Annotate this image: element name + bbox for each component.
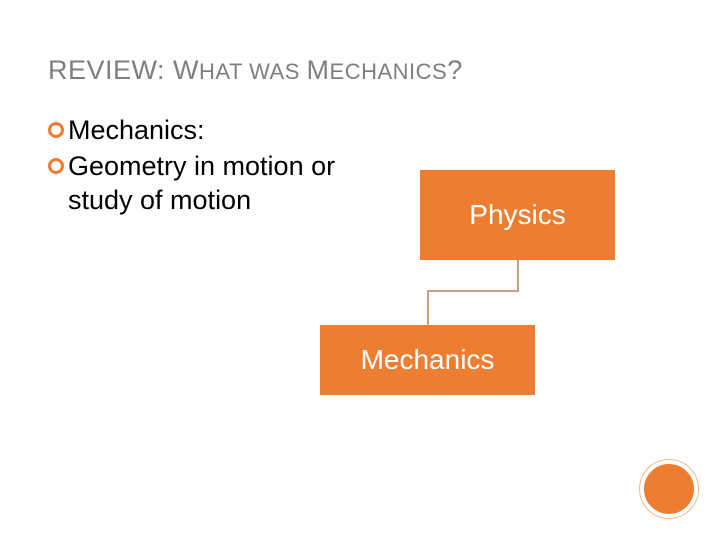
diagram-connector xyxy=(517,260,519,290)
diagram-connector xyxy=(427,290,429,325)
hierarchy-diagram: Physics Mechanics xyxy=(320,170,680,420)
title-text-2: HAT xyxy=(199,59,242,84)
title-text-3: WAS xyxy=(243,59,307,84)
bullet-list: Mechanics: Geometry in motion or study o… xyxy=(48,114,348,219)
diagram-node-physics: Physics xyxy=(420,170,615,260)
bullet-text: Mechanics: xyxy=(68,114,205,148)
diagram-node-label: Mechanics xyxy=(361,344,495,376)
bullet-item: Mechanics: xyxy=(48,114,348,148)
bullet-ring-icon xyxy=(48,122,64,138)
bullet-ring-icon xyxy=(48,158,64,174)
title-text-6: ? xyxy=(447,55,463,85)
diagram-node-mechanics: Mechanics xyxy=(320,325,535,395)
bullet-item: Geometry in motion or study of motion xyxy=(48,150,348,218)
diagram-node-label: Physics xyxy=(469,199,565,231)
bullet-text: Geometry in motion or study of motion xyxy=(68,150,348,218)
title-text-4: M xyxy=(307,55,330,85)
slide-title: REVIEW: WHAT WAS MECHANICS? xyxy=(48,55,680,86)
diagram-connector xyxy=(428,290,519,292)
decorative-circle-icon xyxy=(640,460,698,518)
title-text-1: REVIEW: W xyxy=(48,55,199,85)
title-text-5: ECHANICS xyxy=(330,59,448,84)
slide: REVIEW: WHAT WAS MECHANICS? Mechanics: G… xyxy=(0,0,720,540)
